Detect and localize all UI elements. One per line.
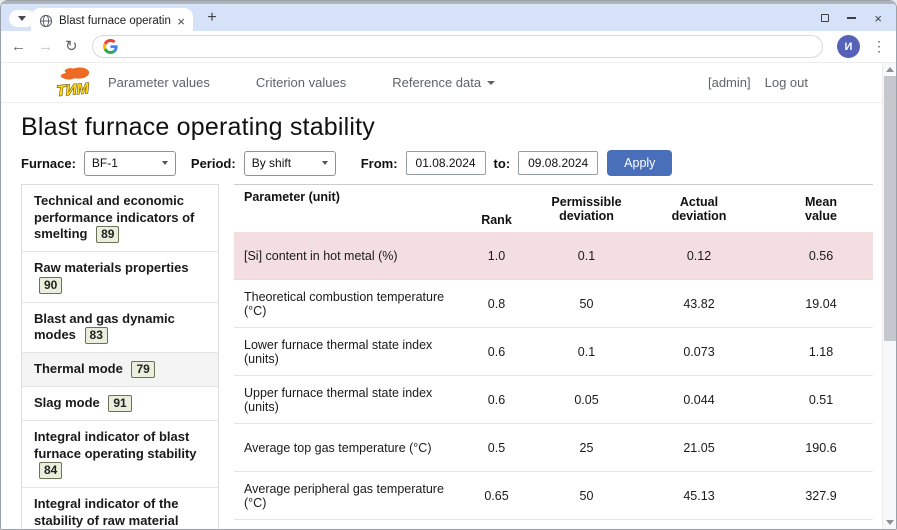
select-caret-icon [321, 161, 328, 165]
browser-menu-icon[interactable]: ⋮ [872, 38, 886, 54]
sidebar-item[interactable]: Technical and economic performance indic… [22, 185, 218, 252]
google-g-icon [102, 39, 118, 54]
count-badge: 83 [84, 327, 108, 344]
header-user-area: [admin] Log out [708, 75, 808, 90]
nav-parameter-values[interactable]: Parameter values [108, 75, 210, 90]
furnace-select[interactable]: BF-1 [83, 150, 176, 176]
count-badge: 91 [108, 395, 132, 412]
maximize-button[interactable] [821, 14, 830, 22]
scroll-up-icon[interactable] [886, 67, 894, 72]
col-header-mean: Mean value [805, 195, 837, 223]
logout-link[interactable]: Log out [764, 75, 808, 90]
count-badge: 79 [131, 361, 155, 378]
count-badge: 90 [39, 276, 63, 294]
page-scrollbar[interactable] [882, 63, 896, 529]
table-row: Upper furnace thermal state index (units… [234, 376, 873, 424]
sidebar-item[interactable]: Integral indicator of the stability of r… [34, 496, 179, 528]
back-icon[interactable]: ← [11, 38, 26, 55]
col-header-actual: Actual deviation [671, 195, 727, 223]
main-content: Technical and economic performance indic… [21, 184, 896, 529]
nav-reference-data[interactable]: Reference data [392, 75, 496, 90]
table-header-row: Parameter (unit) Rank Permissible deviat… [234, 184, 873, 232]
select-caret-icon [161, 161, 168, 165]
address-bar[interactable] [91, 35, 823, 58]
period-select[interactable]: By shift [243, 150, 336, 176]
col-header-permissible: Permissible deviation [551, 195, 622, 223]
date-to-input[interactable]: 09.08.2024 [518, 151, 599, 175]
filter-bar: Furnace: BF-1 Period: By shift From: 01.… [21, 150, 896, 176]
table-row: Theoretical combustion temperature (°C) … [234, 280, 873, 328]
forward-icon: → [38, 38, 53, 55]
close-button[interactable]: × [874, 10, 882, 26]
period-label: Period: [190, 155, 236, 171]
browser-toolbar: ← → ↻ И ⋮ [1, 31, 896, 63]
col-header-rank: Rank [481, 213, 512, 227]
table-row: [Si] content in hot metal (%) 1.0 0.1 0.… [234, 232, 873, 280]
browser-tab[interactable]: Blast furnace operating stability × [31, 8, 193, 34]
sidebar-item[interactable]: Thermal mode 79 [22, 353, 218, 387]
scrollbar-thumb[interactable] [884, 76, 896, 341]
chevron-down-icon [18, 16, 26, 21]
sidebar-item[interactable]: Blast and gas dynamic modes 83 [22, 303, 218, 353]
count-badge: 89 [96, 226, 120, 243]
apply-button[interactable]: Apply [607, 150, 673, 176]
nav-criterion-values[interactable]: Criterion values [255, 75, 347, 90]
sidebar-item[interactable]: Integral indicator of blast furnace oper… [22, 421, 218, 488]
globe-favicon-icon [39, 14, 53, 28]
sidebar: Technical and economic performance indic… [21, 184, 219, 529]
parameters-table: Parameter (unit) Rank Permissible deviat… [234, 184, 873, 520]
table-row: Lower furnace thermal state index (units… [234, 328, 873, 376]
scroll-down-icon[interactable] [886, 520, 894, 525]
profile-avatar[interactable]: И [837, 35, 860, 58]
tab-search-button[interactable] [9, 10, 35, 27]
page-title: Blast furnace operating stability [21, 113, 376, 141]
app-header: ТИМ Parameter values Criterion values Re… [1, 63, 896, 103]
sidebar-item[interactable]: Slag mode 91 [22, 387, 218, 421]
reload-icon[interactable]: ↻ [65, 38, 78, 55]
tab-strip: Blast furnace operating stability × + × [1, 1, 896, 34]
tab-title: Blast furnace operating stability [59, 15, 171, 27]
date-from-input[interactable]: 01.08.2024 [405, 151, 486, 175]
minimize-button[interactable] [847, 17, 857, 19]
svg-text:ТИМ: ТИМ [56, 80, 90, 100]
main-nav: Parameter values Criterion values Refere… [108, 75, 541, 90]
table-row: Average top gas temperature (°C) 0.5 25 … [234, 424, 873, 472]
to-label: to: [493, 155, 511, 171]
dropdown-caret-icon [487, 80, 496, 85]
table-body: [Si] content in hot metal (%) 1.0 0.1 0.… [234, 232, 873, 520]
new-tab-button[interactable]: + [207, 9, 217, 26]
sidebar-item[interactable]: Raw materials properties 90 [22, 252, 218, 303]
col-header-parameter: Parameter (unit) [244, 190, 340, 204]
app-logo[interactable]: ТИМ [56, 65, 92, 101]
tab-close-icon[interactable]: × [177, 13, 185, 29]
furnace-label: Furnace: [21, 155, 76, 171]
window-controls: × [821, 11, 882, 25]
from-label: From: [360, 155, 398, 171]
table-row: Average peripheral gas temperature (°C) … [234, 472, 873, 520]
count-badge: 84 [39, 462, 63, 479]
web-page: ТИМ Parameter values Criterion values Re… [1, 63, 896, 529]
current-user-label: [admin] [707, 75, 751, 90]
